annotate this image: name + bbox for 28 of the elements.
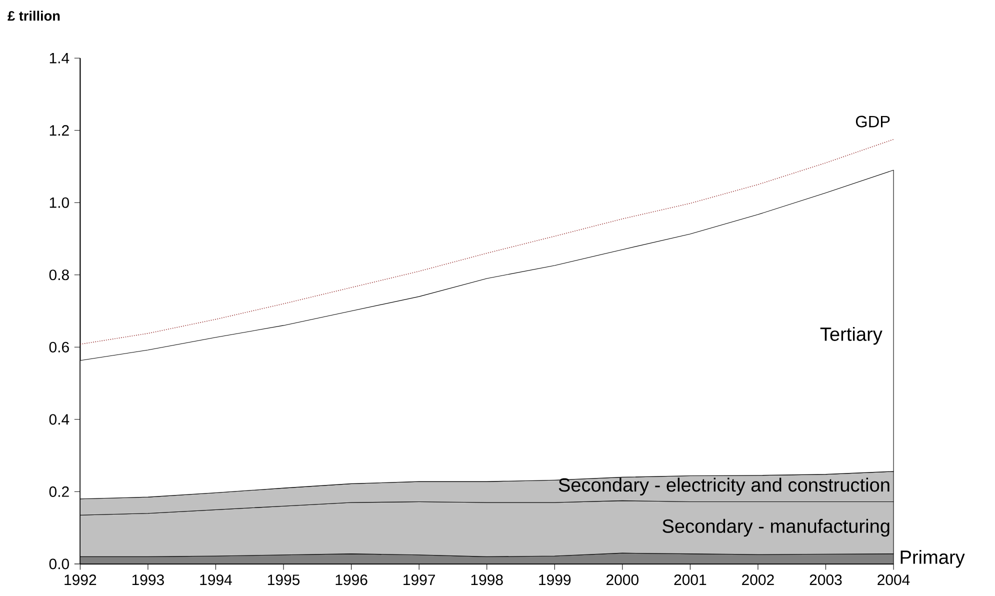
x-tick-label: 2002 (742, 574, 774, 586)
y-tick-label: 0.6 (49, 342, 69, 352)
x-tick-label: 1999 (539, 574, 571, 586)
y-tick-label: 1.4 (50, 52, 70, 64)
series-label: GDP (856, 116, 890, 128)
x-tick-label: 2000 (606, 574, 638, 586)
y-tick-label: 0.4 (49, 414, 70, 425)
y-tick-label: 1.2 (50, 125, 69, 136)
y-axis-title: £ trillion (8, 10, 60, 21)
series-label: Tertiary (820, 326, 882, 345)
x-tick-label: 1997 (404, 574, 435, 586)
y-tick-label: 0.8 (49, 270, 69, 280)
x-tick-label: 1996 (336, 574, 368, 586)
x-tick-label: 2001 (674, 574, 706, 586)
x-tick-label: 1995 (268, 574, 300, 586)
y-tick-label: 1.0 (50, 197, 69, 208)
y-tick-label: 0.2 (49, 486, 69, 497)
x-tick-label: 2004 (878, 574, 910, 586)
series-label: Secondary - electricity and construction (558, 478, 890, 496)
series-label: Primary (900, 550, 965, 568)
x-tick-label: 1992 (64, 574, 96, 586)
x-tick-label: 1998 (471, 574, 503, 586)
series-label: Secondary - manufacturing (662, 518, 890, 537)
y-tick-label: 0.0 (49, 558, 69, 570)
line-series (80, 138, 894, 345)
x-tick-label: 1994 (200, 574, 232, 586)
x-tick-label: 1993 (132, 574, 164, 586)
x-tick-label: 2003 (810, 574, 842, 586)
